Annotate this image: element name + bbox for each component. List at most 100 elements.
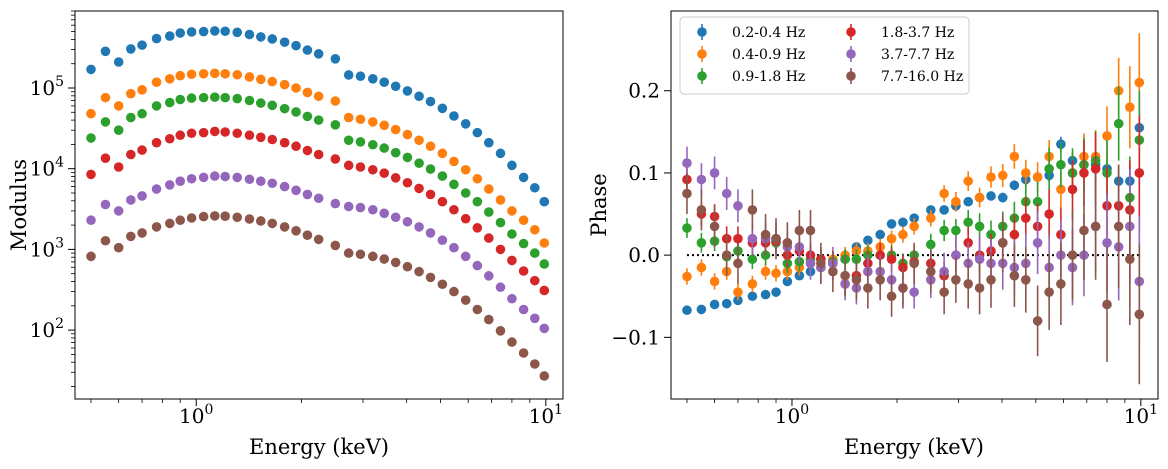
phase-point xyxy=(782,238,793,248)
phase-point xyxy=(1009,151,1020,162)
modulus-point xyxy=(100,46,111,57)
modulus-point xyxy=(460,213,471,224)
modulus-point xyxy=(539,196,550,207)
modulus-point xyxy=(484,271,494,281)
phase-point xyxy=(926,205,936,215)
modulus-point xyxy=(302,230,313,240)
phase-point xyxy=(851,275,862,285)
phase-point xyxy=(721,250,732,260)
phase-point xyxy=(1079,225,1089,236)
modulus-point xyxy=(198,68,209,79)
phase-point xyxy=(1134,309,1145,320)
modulus-point xyxy=(437,196,448,207)
modulus-point xyxy=(267,134,278,145)
modulus-point xyxy=(267,34,278,44)
modulus-point xyxy=(518,172,529,183)
modulus-point xyxy=(255,216,266,226)
modulus-point xyxy=(302,189,313,200)
phase-point xyxy=(709,168,720,178)
phase-point xyxy=(760,229,771,240)
modulus-point xyxy=(86,251,96,262)
phase-point xyxy=(909,287,919,297)
modulus-point xyxy=(113,162,124,172)
phase-point xyxy=(1056,279,1066,289)
modulus-point xyxy=(507,255,517,266)
phase-point xyxy=(840,270,850,281)
modulus-point xyxy=(472,223,483,233)
modulus-point xyxy=(100,117,111,127)
phase-point xyxy=(1056,159,1066,170)
modulus-point xyxy=(220,26,230,37)
modulus-point xyxy=(186,173,197,184)
modulus-point xyxy=(368,139,378,150)
modulus-point xyxy=(113,125,124,135)
phase-point xyxy=(909,258,919,269)
phase-point xyxy=(1032,196,1043,207)
modulus-point xyxy=(313,115,324,125)
modulus-point xyxy=(175,130,186,141)
modulus-point xyxy=(390,173,401,183)
modulus-point xyxy=(529,275,540,286)
modulus-point xyxy=(529,248,540,258)
modulus-point xyxy=(368,251,378,262)
modulus-point xyxy=(343,70,354,80)
phase-point xyxy=(696,238,707,248)
modulus-point xyxy=(86,133,96,143)
modulus-point xyxy=(267,218,278,229)
phase-point xyxy=(875,229,885,240)
modulus-point xyxy=(402,261,413,272)
phase-point xyxy=(1032,172,1043,182)
phase-point xyxy=(805,258,816,269)
legend-item: 3.7-7.7 Hz xyxy=(846,46,954,63)
phase-point xyxy=(760,266,771,277)
modulus-point xyxy=(330,154,341,164)
modulus-point xyxy=(425,189,436,200)
modulus-point xyxy=(449,204,459,215)
modulus-point xyxy=(539,238,550,248)
phase-point xyxy=(997,192,1008,203)
phase-point xyxy=(1113,221,1124,232)
phase-point xyxy=(1044,209,1054,219)
modulus-point xyxy=(518,266,529,276)
phase-point xyxy=(939,188,949,199)
phase-point xyxy=(939,225,949,236)
modulus-point xyxy=(186,69,197,80)
modulus-point xyxy=(330,198,341,209)
modulus-point xyxy=(100,153,111,163)
phase-point xyxy=(771,287,781,297)
phase-axes-frame xyxy=(670,10,1159,400)
phase-point xyxy=(939,287,949,297)
phase-point xyxy=(997,238,1008,248)
phase-data-points xyxy=(682,33,1145,385)
modulus-point xyxy=(495,326,506,336)
modulus-y-tick-label: 103 xyxy=(30,235,64,261)
phase-point xyxy=(963,196,973,207)
modulus-point xyxy=(539,323,550,334)
modulus-point xyxy=(151,101,162,111)
modulus-point xyxy=(151,222,162,232)
phase-point xyxy=(760,289,771,300)
modulus-point xyxy=(529,313,540,324)
phase-point xyxy=(851,254,862,265)
modulus-point xyxy=(343,112,354,123)
legend-item: 0.4-0.9 Hz xyxy=(697,46,805,63)
modulus-point xyxy=(343,201,354,212)
modulus-point xyxy=(244,95,255,106)
modulus-point xyxy=(437,279,448,290)
modulus-point xyxy=(220,127,230,137)
legend-label: 0.4-0.9 Hz xyxy=(732,47,805,63)
modulus-point xyxy=(425,164,436,174)
modulus-point xyxy=(425,228,436,238)
modulus-point xyxy=(279,103,290,114)
modulus-point xyxy=(313,49,324,59)
phase-point xyxy=(747,254,758,265)
modulus-point xyxy=(232,172,243,183)
modulus-point xyxy=(425,141,436,152)
modulus-x-tick-label: 100 xyxy=(179,402,213,428)
phase-point xyxy=(974,254,985,265)
phase-point xyxy=(1056,184,1066,195)
phase-point xyxy=(951,275,961,285)
phase-point xyxy=(997,170,1008,181)
modulus-y-tick-label: 104 xyxy=(30,155,64,181)
